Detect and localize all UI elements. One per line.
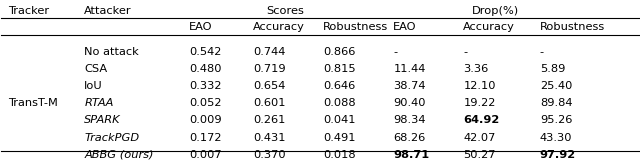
Text: TrackPGD: TrackPGD bbox=[84, 133, 140, 143]
Text: 0.332: 0.332 bbox=[189, 81, 222, 91]
Text: Robustness: Robustness bbox=[323, 22, 388, 32]
Text: RTAA: RTAA bbox=[84, 98, 114, 108]
Text: Tracker: Tracker bbox=[8, 6, 49, 16]
Text: 0.601: 0.601 bbox=[253, 98, 285, 108]
Text: 95.26: 95.26 bbox=[540, 115, 572, 125]
Text: EAO: EAO bbox=[394, 22, 417, 32]
Text: 0.866: 0.866 bbox=[323, 47, 356, 57]
Text: 0.018: 0.018 bbox=[323, 150, 356, 160]
Text: 68.26: 68.26 bbox=[394, 133, 426, 143]
Text: 19.22: 19.22 bbox=[463, 98, 496, 108]
Text: 0.088: 0.088 bbox=[323, 98, 356, 108]
Text: 0.815: 0.815 bbox=[323, 64, 356, 74]
Text: -: - bbox=[463, 47, 467, 57]
Text: 0.009: 0.009 bbox=[189, 115, 222, 125]
Text: 98.34: 98.34 bbox=[394, 115, 426, 125]
Text: 0.480: 0.480 bbox=[189, 64, 222, 74]
Text: 0.719: 0.719 bbox=[253, 64, 285, 74]
Text: 0.491: 0.491 bbox=[323, 133, 356, 143]
Text: 90.40: 90.40 bbox=[394, 98, 426, 108]
Text: CSA: CSA bbox=[84, 64, 108, 74]
Text: 11.44: 11.44 bbox=[394, 64, 426, 74]
Text: -: - bbox=[540, 47, 544, 57]
Text: SPARK: SPARK bbox=[84, 115, 121, 125]
Text: 38.74: 38.74 bbox=[394, 81, 426, 91]
Text: 64.92: 64.92 bbox=[463, 115, 500, 125]
Text: 98.71: 98.71 bbox=[394, 150, 429, 160]
Text: 50.27: 50.27 bbox=[463, 150, 496, 160]
Text: 0.172: 0.172 bbox=[189, 133, 222, 143]
Text: 3.36: 3.36 bbox=[463, 64, 488, 74]
Text: 0.646: 0.646 bbox=[323, 81, 355, 91]
Text: Drop(%): Drop(%) bbox=[472, 6, 519, 16]
Text: 25.40: 25.40 bbox=[540, 81, 572, 91]
Text: 97.92: 97.92 bbox=[540, 150, 576, 160]
Text: ABBG (ours): ABBG (ours) bbox=[84, 150, 154, 160]
Text: No attack: No attack bbox=[84, 47, 139, 57]
Text: 0.370: 0.370 bbox=[253, 150, 285, 160]
Text: 0.052: 0.052 bbox=[189, 98, 222, 108]
Text: -: - bbox=[394, 47, 397, 57]
Text: 0.431: 0.431 bbox=[253, 133, 285, 143]
Text: 0.261: 0.261 bbox=[253, 115, 285, 125]
Text: 0.654: 0.654 bbox=[253, 81, 285, 91]
Text: 42.07: 42.07 bbox=[463, 133, 496, 143]
Text: 5.89: 5.89 bbox=[540, 64, 565, 74]
Text: EAO: EAO bbox=[189, 22, 213, 32]
Text: Accuracy: Accuracy bbox=[253, 22, 305, 32]
Text: 43.30: 43.30 bbox=[540, 133, 572, 143]
Text: 0.744: 0.744 bbox=[253, 47, 285, 57]
Text: 89.84: 89.84 bbox=[540, 98, 572, 108]
Text: Scores: Scores bbox=[266, 6, 304, 16]
Text: 0.007: 0.007 bbox=[189, 150, 222, 160]
Text: Accuracy: Accuracy bbox=[463, 22, 515, 32]
Text: Attacker: Attacker bbox=[84, 6, 132, 16]
Text: Robustness: Robustness bbox=[540, 22, 605, 32]
Text: 12.10: 12.10 bbox=[463, 81, 496, 91]
Text: TransT-M: TransT-M bbox=[8, 98, 58, 108]
Text: IoU: IoU bbox=[84, 81, 103, 91]
Text: 0.542: 0.542 bbox=[189, 47, 221, 57]
Text: 0.041: 0.041 bbox=[323, 115, 356, 125]
